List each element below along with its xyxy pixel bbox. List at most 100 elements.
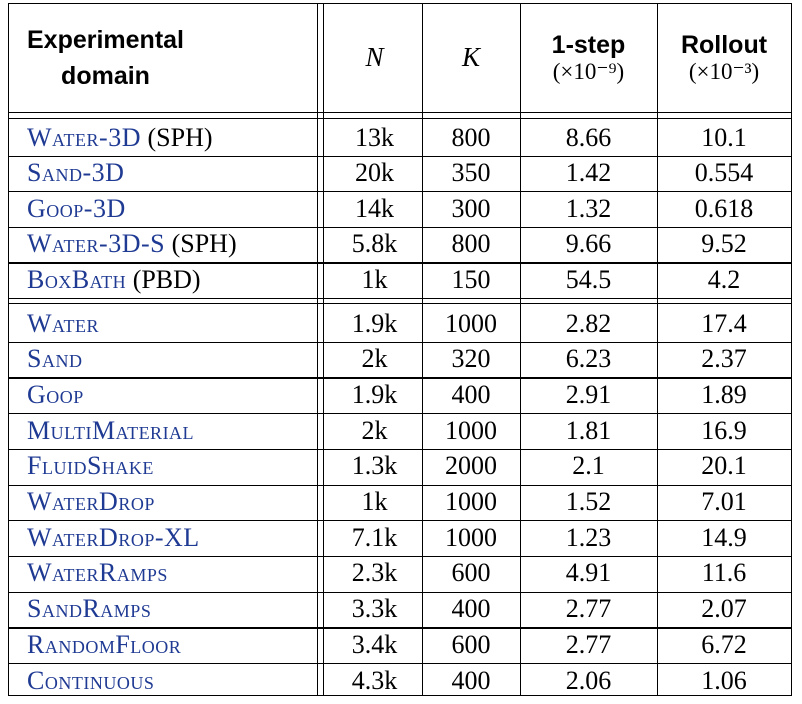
n-cell: 7.1k [351, 522, 398, 552]
domain-name: Goop-3D [27, 193, 126, 223]
onestep-cell: 54.5 [565, 264, 612, 294]
row-divider [9, 262, 791, 264]
row-divider [9, 341, 791, 343]
k-cell: 400 [451, 665, 491, 695]
column-divider [323, 4, 325, 695]
domain-name: Sand-3D [27, 158, 125, 188]
domain-name: WaterDrop [27, 487, 155, 517]
rollout-cell: 9.52 [701, 229, 747, 259]
row-divider [9, 591, 791, 593]
rollout-cell: 2.07 [701, 594, 747, 624]
domain-cell: WaterDrop-XL [9, 520, 317, 556]
header-divider [9, 118, 791, 120]
row-divider [9, 155, 791, 157]
domain-method: (PBD) [126, 264, 201, 294]
k-cell: 1000 [445, 522, 497, 552]
rollout-cell: 20.1 [701, 451, 747, 481]
domain-cell: Water-3D (SPH) [9, 120, 317, 156]
k-cell: 1000 [445, 308, 497, 338]
row-divider [9, 413, 791, 415]
k-cell: 800 [451, 122, 491, 152]
rollout-cell: 16.9 [701, 415, 747, 445]
row-divider [9, 448, 791, 451]
onestep-cell: 8.66 [565, 122, 612, 152]
n-cell: 13k [355, 122, 394, 152]
k-cell: 350 [451, 158, 491, 188]
domain-method: (SPH) [140, 122, 213, 152]
k-cell: 320 [451, 344, 491, 374]
header-n: N [365, 42, 384, 73]
table-row: WaterDrop 1k 1000 1.52 7.01 [9, 485, 791, 521]
header-onestep-unit: (×10⁻⁹) [552, 59, 625, 85]
table-row: MultiMaterial 2k 1000 1.81 16.9 [9, 413, 791, 449]
onestep-cell: 1.32 [565, 193, 612, 223]
row-divider [9, 377, 791, 379]
domain-cell: BoxBath (PBD) [9, 262, 317, 298]
k-cell: 600 [451, 558, 491, 588]
rollout-cell: 4.2 [707, 264, 741, 294]
table-row: RandomFloor 3.4k 600 2.77 6.72 [9, 627, 791, 663]
n-cell: 1.9k [351, 379, 398, 409]
rollout-cell: 14.9 [701, 522, 747, 552]
domain-name: WaterRamps [27, 558, 168, 588]
row-divider [9, 555, 791, 558]
rollout-cell: 10.1 [701, 122, 747, 152]
table-row: Sand-3D 20k 350 1.42 0.554 [9, 156, 791, 192]
onestep-cell: 4.91 [565, 558, 612, 588]
rollout-cell: 0.618 [694, 193, 754, 223]
table-header: Experimental domain N K 1-step (×10⁻⁹) R… [9, 4, 791, 112]
domain-cell: WaterRamps [9, 556, 317, 592]
k-cell: 1000 [445, 487, 497, 517]
domain-cell: Water-3D-S (SPH) [9, 227, 317, 263]
rollout-cell: 1.89 [701, 379, 747, 409]
k-cell: 1000 [445, 415, 497, 445]
rollout-cell: 0.554 [694, 158, 754, 188]
domain-cell: Sand [9, 342, 317, 378]
domain-cell: RandomFloor [9, 627, 317, 663]
table-row: Goop-3D 14k 300 1.32 0.618 [9, 191, 791, 227]
domain-name: MultiMaterial [27, 415, 195, 445]
n-cell: 2k [361, 415, 388, 445]
rollout-cell: 2.37 [701, 344, 747, 374]
domain-cell: MultiMaterial [9, 413, 317, 449]
header-divider [9, 112, 791, 114]
domain-name: Water [27, 308, 100, 338]
k-cell: 2000 [445, 451, 497, 481]
n-cell: 4.3k [351, 665, 398, 695]
domain-cell: Goop [9, 377, 317, 413]
k-cell: 150 [451, 264, 491, 294]
header-domain-line1: Experimental [27, 26, 185, 54]
table-row: FluidShake 1.3k 2000 2.1 20.1 [9, 449, 791, 485]
n-cell: 1k [361, 264, 388, 294]
table-row: BoxBath (PBD) 1k 150 54.5 4.2 [9, 262, 791, 298]
row-divider [9, 663, 791, 665]
n-cell: 1.3k [351, 451, 398, 481]
n-cell: 3.4k [351, 629, 398, 659]
onestep-cell: 1.23 [565, 522, 612, 552]
onestep-cell: 6.23 [565, 344, 612, 374]
k-cell: 400 [451, 594, 491, 624]
domain-name: Water-3D-S [27, 229, 166, 259]
header-rollout-unit: (×10⁻³) [688, 59, 760, 85]
onestep-cell: 1.81 [565, 415, 612, 445]
domain-cell: Water [9, 306, 317, 342]
group-divider [9, 303, 791, 305]
row-divider [9, 191, 791, 193]
n-cell: 2k [361, 344, 388, 374]
n-cell: 14k [355, 193, 394, 223]
table-row: SandRamps 3.3k 400 2.77 2.07 [9, 592, 791, 628]
domain-cell: Goop-3D [9, 191, 317, 227]
header-k: K [461, 42, 480, 73]
table-row: Water 1.9k 1000 2.82 17.4 [9, 306, 791, 342]
table-row: Water-3D (SPH) 13k 800 8.66 10.1 [9, 120, 791, 156]
domain-name: Continuous [27, 665, 155, 695]
header-onestep: 1-step (×10⁻⁹) [520, 4, 657, 112]
onestep-cell: 1.52 [565, 487, 612, 517]
n-cell: 20k [355, 158, 394, 188]
domain-name: Goop [27, 379, 84, 409]
domain-cell: FluidShake [9, 449, 317, 485]
onestep-cell: 2.1 [572, 451, 605, 481]
domain-name: Water-3D [27, 122, 141, 152]
table-row: WaterDrop-XL 7.1k 1000 1.23 14.9 [9, 520, 791, 556]
results-table: Experimental domain N K 1-step (×10⁻⁹) R… [8, 3, 792, 696]
